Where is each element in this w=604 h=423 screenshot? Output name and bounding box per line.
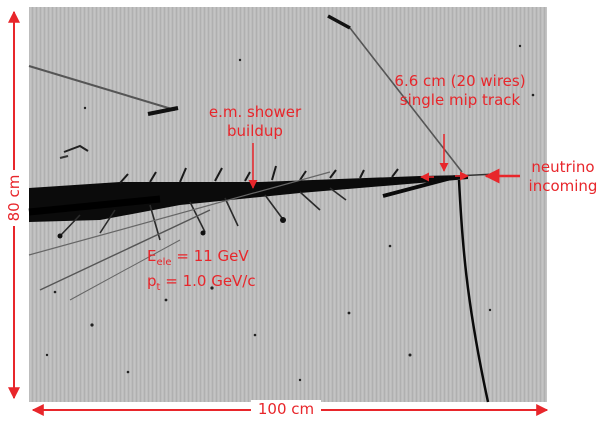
- energy-symbol: E: [147, 247, 157, 265]
- pt-label: pt = 1.0 GeV/c: [147, 272, 256, 293]
- energy-subscript: ele: [156, 257, 172, 268]
- width-label: 100 cm: [251, 400, 321, 418]
- height-label: 80 cm: [5, 170, 23, 226]
- shower-label-line2: buildup: [227, 122, 283, 140]
- pt-symbol: p: [147, 272, 157, 290]
- neutrino-label: neutrino incoming: [522, 158, 604, 196]
- neutrino-label-line2: incoming: [528, 177, 598, 195]
- mip-label: 6.6 cm (20 wires) single mip track: [382, 72, 538, 110]
- detector-image: [28, 7, 547, 403]
- neutrino-label-line1: neutrino: [531, 158, 595, 176]
- energy-label: Eele = 11 GeV: [147, 247, 249, 268]
- energy-value: = 11 GeV: [176, 247, 249, 265]
- shower-label-line1: e.m. shower: [208, 103, 302, 121]
- em-shower: [28, 165, 468, 241]
- pt-subscript: t: [156, 282, 161, 293]
- mip-label-line2: single mip track: [399, 91, 521, 109]
- mip-label-line1: 6.6 cm (20 wires): [394, 72, 526, 90]
- pt-value: = 1.0 GeV/c: [165, 272, 256, 290]
- shower-label: e.m. shower buildup: [203, 103, 307, 141]
